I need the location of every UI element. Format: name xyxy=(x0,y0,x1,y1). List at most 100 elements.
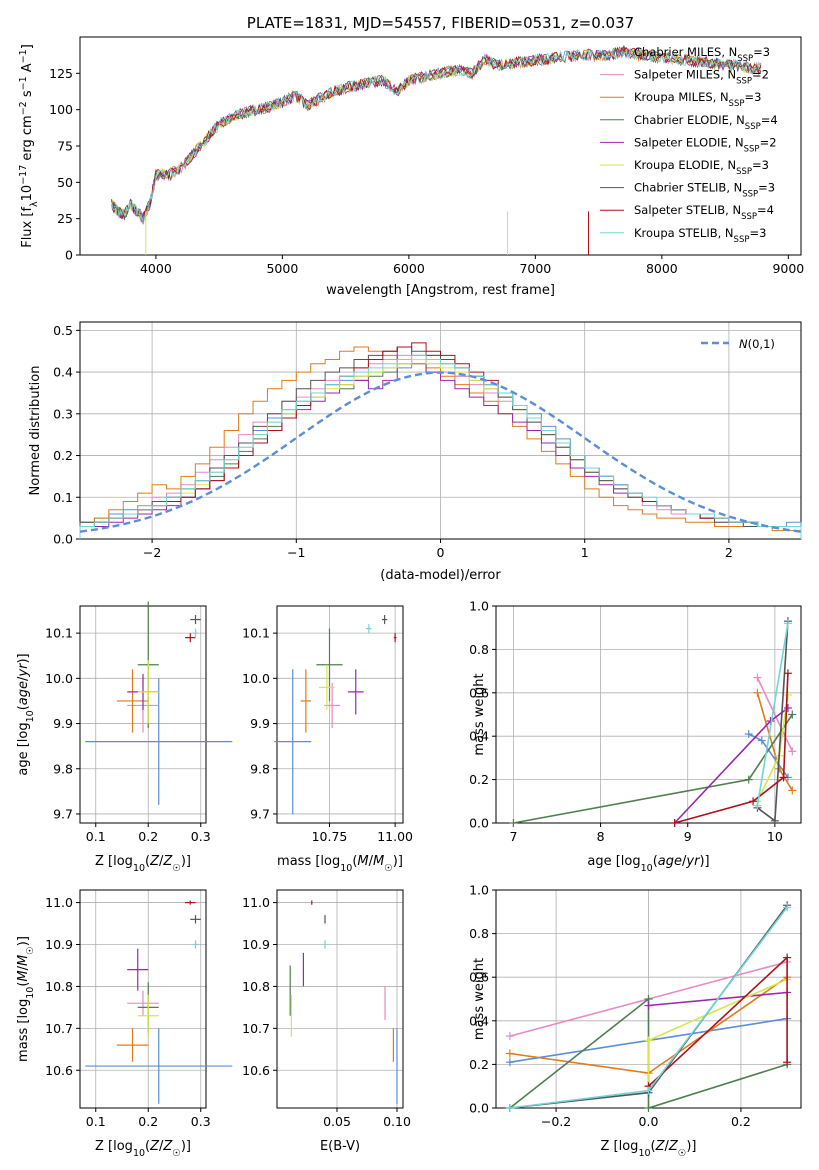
legend-text: Kroupa MILES, N xyxy=(634,90,729,104)
plot-frame xyxy=(79,36,802,256)
histogram-series xyxy=(79,354,802,539)
label-part: yr xyxy=(685,854,701,869)
weight-line xyxy=(674,673,789,824)
plot-frame xyxy=(276,889,404,1109)
x-axis-label: Z [log10(Z/Z☉)] xyxy=(95,1139,191,1159)
label-part: A xyxy=(20,63,35,76)
label-part: erg cm xyxy=(20,115,35,164)
x-tick-label: 0.2 xyxy=(731,1114,751,1129)
x-tick-label: 0.1 xyxy=(86,1114,106,1129)
label-part: M xyxy=(16,955,31,966)
label-part: M xyxy=(373,854,384,869)
label-part: 10 xyxy=(340,863,352,874)
y-tick-label: 9.7 xyxy=(250,806,270,821)
legend-label: Kroupa STELIB, NSSP=3 xyxy=(634,226,766,245)
y-tick-label: 9.8 xyxy=(250,761,270,776)
y-tick-label: 9.7 xyxy=(53,806,73,821)
y-tick-label: 10.7 xyxy=(242,1021,270,1036)
y-tick-label: 0.0 xyxy=(469,1101,489,1116)
label-part: / xyxy=(369,854,374,869)
x-tick-label: 0.2 xyxy=(138,1114,158,1129)
y-tick-label: 10.1 xyxy=(242,626,270,641)
plot-frame xyxy=(495,605,802,824)
label-part: −2 xyxy=(18,101,29,115)
x-tick-label: 0.3 xyxy=(191,1114,211,1129)
mass-vs-ebv-panel: 0.05 0.10 10.6 10.7 10.8 10.9 11.0 E(B-V) xyxy=(242,889,411,1154)
y-tick-label: 11.0 xyxy=(45,895,73,910)
x-axis-label: mass [log10(M/M☉)] xyxy=(277,854,403,874)
label-part: / xyxy=(16,965,31,970)
y-tick-label: 0.8 xyxy=(469,926,489,941)
x-tick-label: 1 xyxy=(581,545,589,560)
label-part: age [log xyxy=(16,722,31,775)
x-axis-label: wavelength [Angstrom, rest frame] xyxy=(326,283,555,298)
x-axis-label: age [log10(age/yr)] xyxy=(587,854,709,874)
label-part: 10 xyxy=(25,987,36,999)
legend-text: Salpeter MILES, N xyxy=(634,68,736,82)
label-part: age [log xyxy=(587,854,640,869)
label-part: Z xyxy=(162,1139,173,1154)
legend-tail: =3 xyxy=(744,90,761,104)
label-part: ( xyxy=(653,854,658,869)
label-part: Z xyxy=(149,1139,160,1154)
label-part: s xyxy=(20,90,35,101)
age-vs-metallicity-panel: 0.1 0.2 0.39.79.89.910.010.1Z [log10(Z/Z☉)… xyxy=(16,601,233,874)
label-part: age xyxy=(658,854,682,869)
label-part: −1 xyxy=(18,49,29,63)
label-part: ( xyxy=(16,982,31,987)
legend-sub: SSP xyxy=(729,99,745,109)
y-tick-label: 25 xyxy=(57,211,73,226)
label-part: ( xyxy=(145,1139,150,1154)
label-part: / xyxy=(159,854,164,869)
y-tick-label: 10.8 xyxy=(45,979,73,994)
x-tick-label: 7000 xyxy=(519,261,551,276)
label-part: 10 xyxy=(25,710,36,722)
legend-tail: =3 xyxy=(753,45,770,59)
label-part: )] xyxy=(686,1139,696,1154)
label-part: 10 xyxy=(638,1148,650,1159)
legend-tail: =3 xyxy=(758,181,775,195)
label-part: )] xyxy=(181,1139,191,1154)
label-part: Z xyxy=(655,1139,666,1154)
y-tick-label: 0.5 xyxy=(53,323,73,338)
y-tick-label: 0 xyxy=(65,248,73,263)
y-tick-label: 10.9 xyxy=(242,937,270,952)
y-tick-label: 125 xyxy=(49,66,73,81)
y-tick-label: 0.2 xyxy=(469,772,489,787)
legend-label: Salpeter MILES, NSSP=2 xyxy=(634,68,769,87)
x-tick-label: 10 xyxy=(767,829,783,844)
x-axis-label: Z [log10(Z/Z☉)] xyxy=(95,854,191,874)
label-part: )] xyxy=(699,854,709,869)
plot-frame xyxy=(79,321,802,540)
y-axis-label: Normed distribution xyxy=(28,366,43,496)
label-part: ( xyxy=(651,1139,656,1154)
y-tick-label: 0.4 xyxy=(469,1013,489,1028)
x-tick-label: −1 xyxy=(287,545,305,560)
legend-tail: =2 xyxy=(760,135,777,149)
x-tick-label: 7 xyxy=(509,829,517,844)
label-part: 10 xyxy=(133,1148,145,1159)
label-part: −1 xyxy=(18,76,29,90)
legend-sub: SSP xyxy=(737,54,753,64)
y-tick-label: 0.6 xyxy=(469,970,489,985)
legend-label: Chabrier MILES, NSSP=3 xyxy=(634,45,770,64)
weight-vs-metallicity-panel: −0.2 0.0 0.20.00.20.40.60.81.0Z [log10(Z/Z… xyxy=(469,883,802,1159)
label-part: −17 xyxy=(18,165,29,185)
label-part: ☉ xyxy=(384,863,393,874)
label-part: / xyxy=(159,1139,164,1154)
label-part: ( xyxy=(352,854,357,869)
x-axis-label: E(B-V) xyxy=(320,1139,360,1154)
y-tick-label: 0.2 xyxy=(469,1057,489,1072)
y-tick-label: 0.0 xyxy=(53,532,73,547)
legend-label: Salpeter STELIB, NSSP=4 xyxy=(634,203,774,222)
y-tick-label: 1.0 xyxy=(469,883,489,898)
legend-text: Chabrier ELODIE, N xyxy=(634,113,745,127)
label-part: Z [log xyxy=(95,1139,133,1154)
x-tick-label: 0.05 xyxy=(323,1114,351,1129)
legend-tail: =4 xyxy=(757,203,774,217)
legend-label: Chabrier STELIB, NSSP=3 xyxy=(634,181,775,200)
label-part: Z [log xyxy=(95,854,133,869)
